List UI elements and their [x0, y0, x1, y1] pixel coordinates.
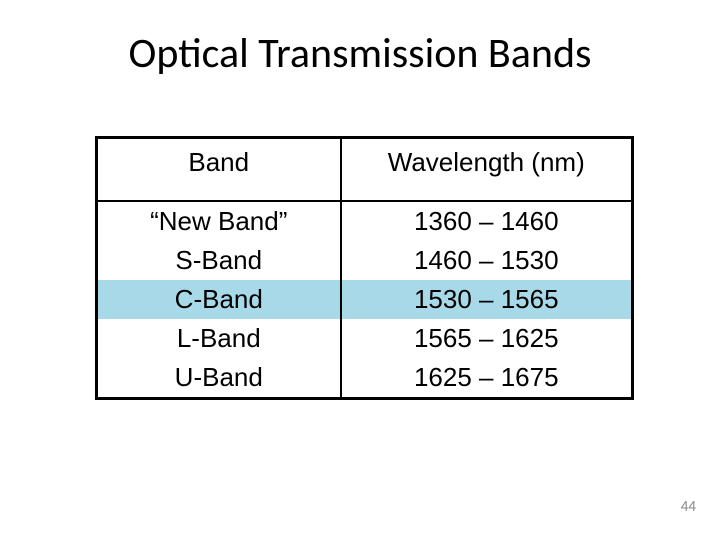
cell-band: U-Band [97, 358, 341, 399]
col-header-band: Band [97, 138, 341, 202]
page-number: 44 [681, 498, 696, 516]
table-row: L-Band 1565 – 1625 [97, 319, 633, 358]
cell-wavelength: 1460 – 1530 [341, 241, 633, 280]
cell-wavelength: 1360 – 1460 [341, 201, 633, 241]
cell-wavelength: 1565 – 1625 [341, 319, 633, 358]
col-header-wavelength: Wavelength (nm) [341, 138, 633, 202]
table-row: C-Band 1530 – 1565 [97, 280, 633, 319]
table-row: S-Band 1460 – 1530 [97, 241, 633, 280]
bands-table: Band Wavelength (nm) “New Band” 1360 – 1… [95, 136, 634, 400]
cell-band: “New Band” [97, 201, 341, 241]
cell-band: L-Band [97, 319, 341, 358]
cell-wavelength: 1530 – 1565 [341, 280, 633, 319]
table-row: U-Band 1625 – 1675 [97, 358, 633, 399]
cell-band: C-Band [97, 280, 341, 319]
table-row: “New Band” 1360 – 1460 [97, 201, 633, 241]
page-title: Optical Transmission Bands [0, 28, 720, 79]
table-header-row: Band Wavelength (nm) [97, 138, 633, 202]
cell-band: S-Band [97, 241, 341, 280]
cell-wavelength: 1625 – 1675 [341, 358, 633, 399]
